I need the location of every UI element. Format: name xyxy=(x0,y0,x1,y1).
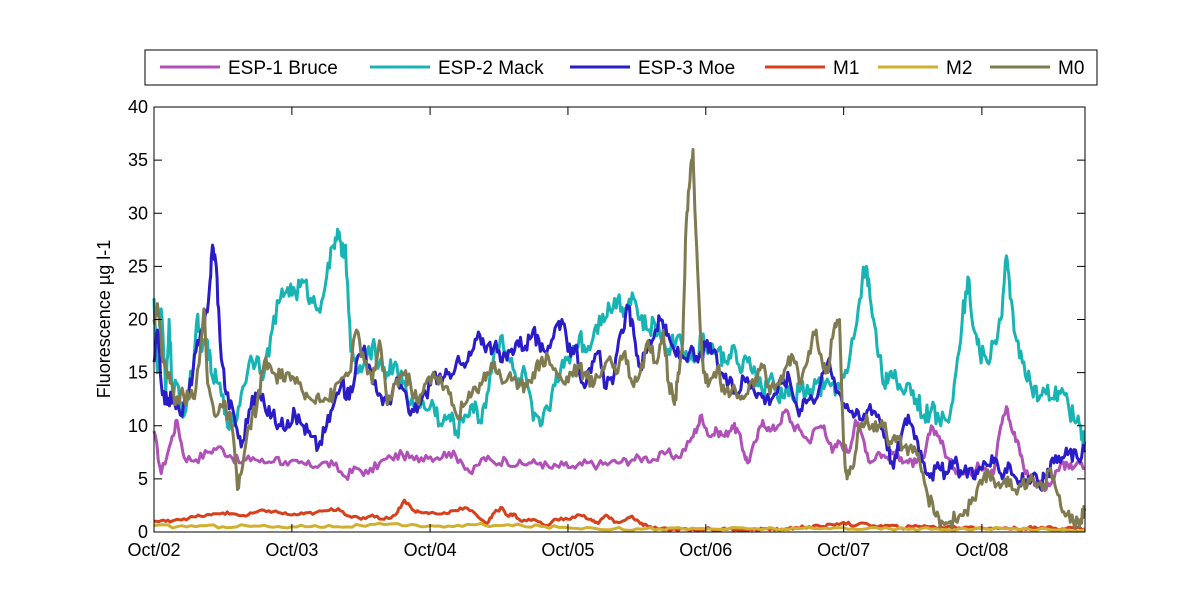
y-tick-label: 25 xyxy=(128,256,148,276)
legend-label: M0 xyxy=(1058,58,1084,79)
y-tick-label: 0 xyxy=(138,522,148,542)
x-tick-label: Oct/07 xyxy=(817,540,870,560)
legend-label: ESP-2 Mack xyxy=(438,58,544,79)
y-tick-label: 40 xyxy=(128,97,148,117)
y-tick-label: 10 xyxy=(128,416,148,436)
series-line-m1 xyxy=(153,498,1086,533)
series-line-m2 xyxy=(153,521,1085,533)
series-line-m0 xyxy=(152,148,1087,530)
legend: ESP-1 Bruce ESP-2 Mack ESP-3 Moe M1 M2 M0 xyxy=(144,49,1098,86)
y-tick-label: 5 xyxy=(138,469,148,489)
x-tick-label: Oct/05 xyxy=(541,540,594,560)
y-axis-label: Fluorescence µg l-1 xyxy=(94,240,114,398)
legend-label: ESP-1 Bruce xyxy=(228,58,338,79)
legend-label: M2 xyxy=(946,58,972,79)
y-tick-label: 15 xyxy=(128,363,148,383)
x-tick-label: Oct/08 xyxy=(955,540,1008,560)
series-layer xyxy=(152,148,1087,533)
legend-label: M1 xyxy=(833,58,859,79)
axis-ticks: 0 5 10 15 20 25 30 35 40 Oct/02 Oct/03 Oct/04 Oct/05… xyxy=(127,97,1085,560)
x-tick-label: Oct/02 xyxy=(127,540,180,560)
y-tick-label: 30 xyxy=(128,203,148,223)
x-tick-label: Oct/06 xyxy=(679,540,732,560)
series-line-esp-3-moe xyxy=(152,243,1087,492)
y-tick-label: 20 xyxy=(128,310,148,330)
y-tick-label: 35 xyxy=(128,150,148,170)
x-tick-label: Oct/03 xyxy=(265,540,318,560)
x-tick-label: Oct/04 xyxy=(404,540,457,560)
plot-area-frame xyxy=(153,106,1086,533)
legend-label: ESP-3 Moe xyxy=(638,58,735,79)
series-line-esp-2-mack xyxy=(152,227,1087,451)
